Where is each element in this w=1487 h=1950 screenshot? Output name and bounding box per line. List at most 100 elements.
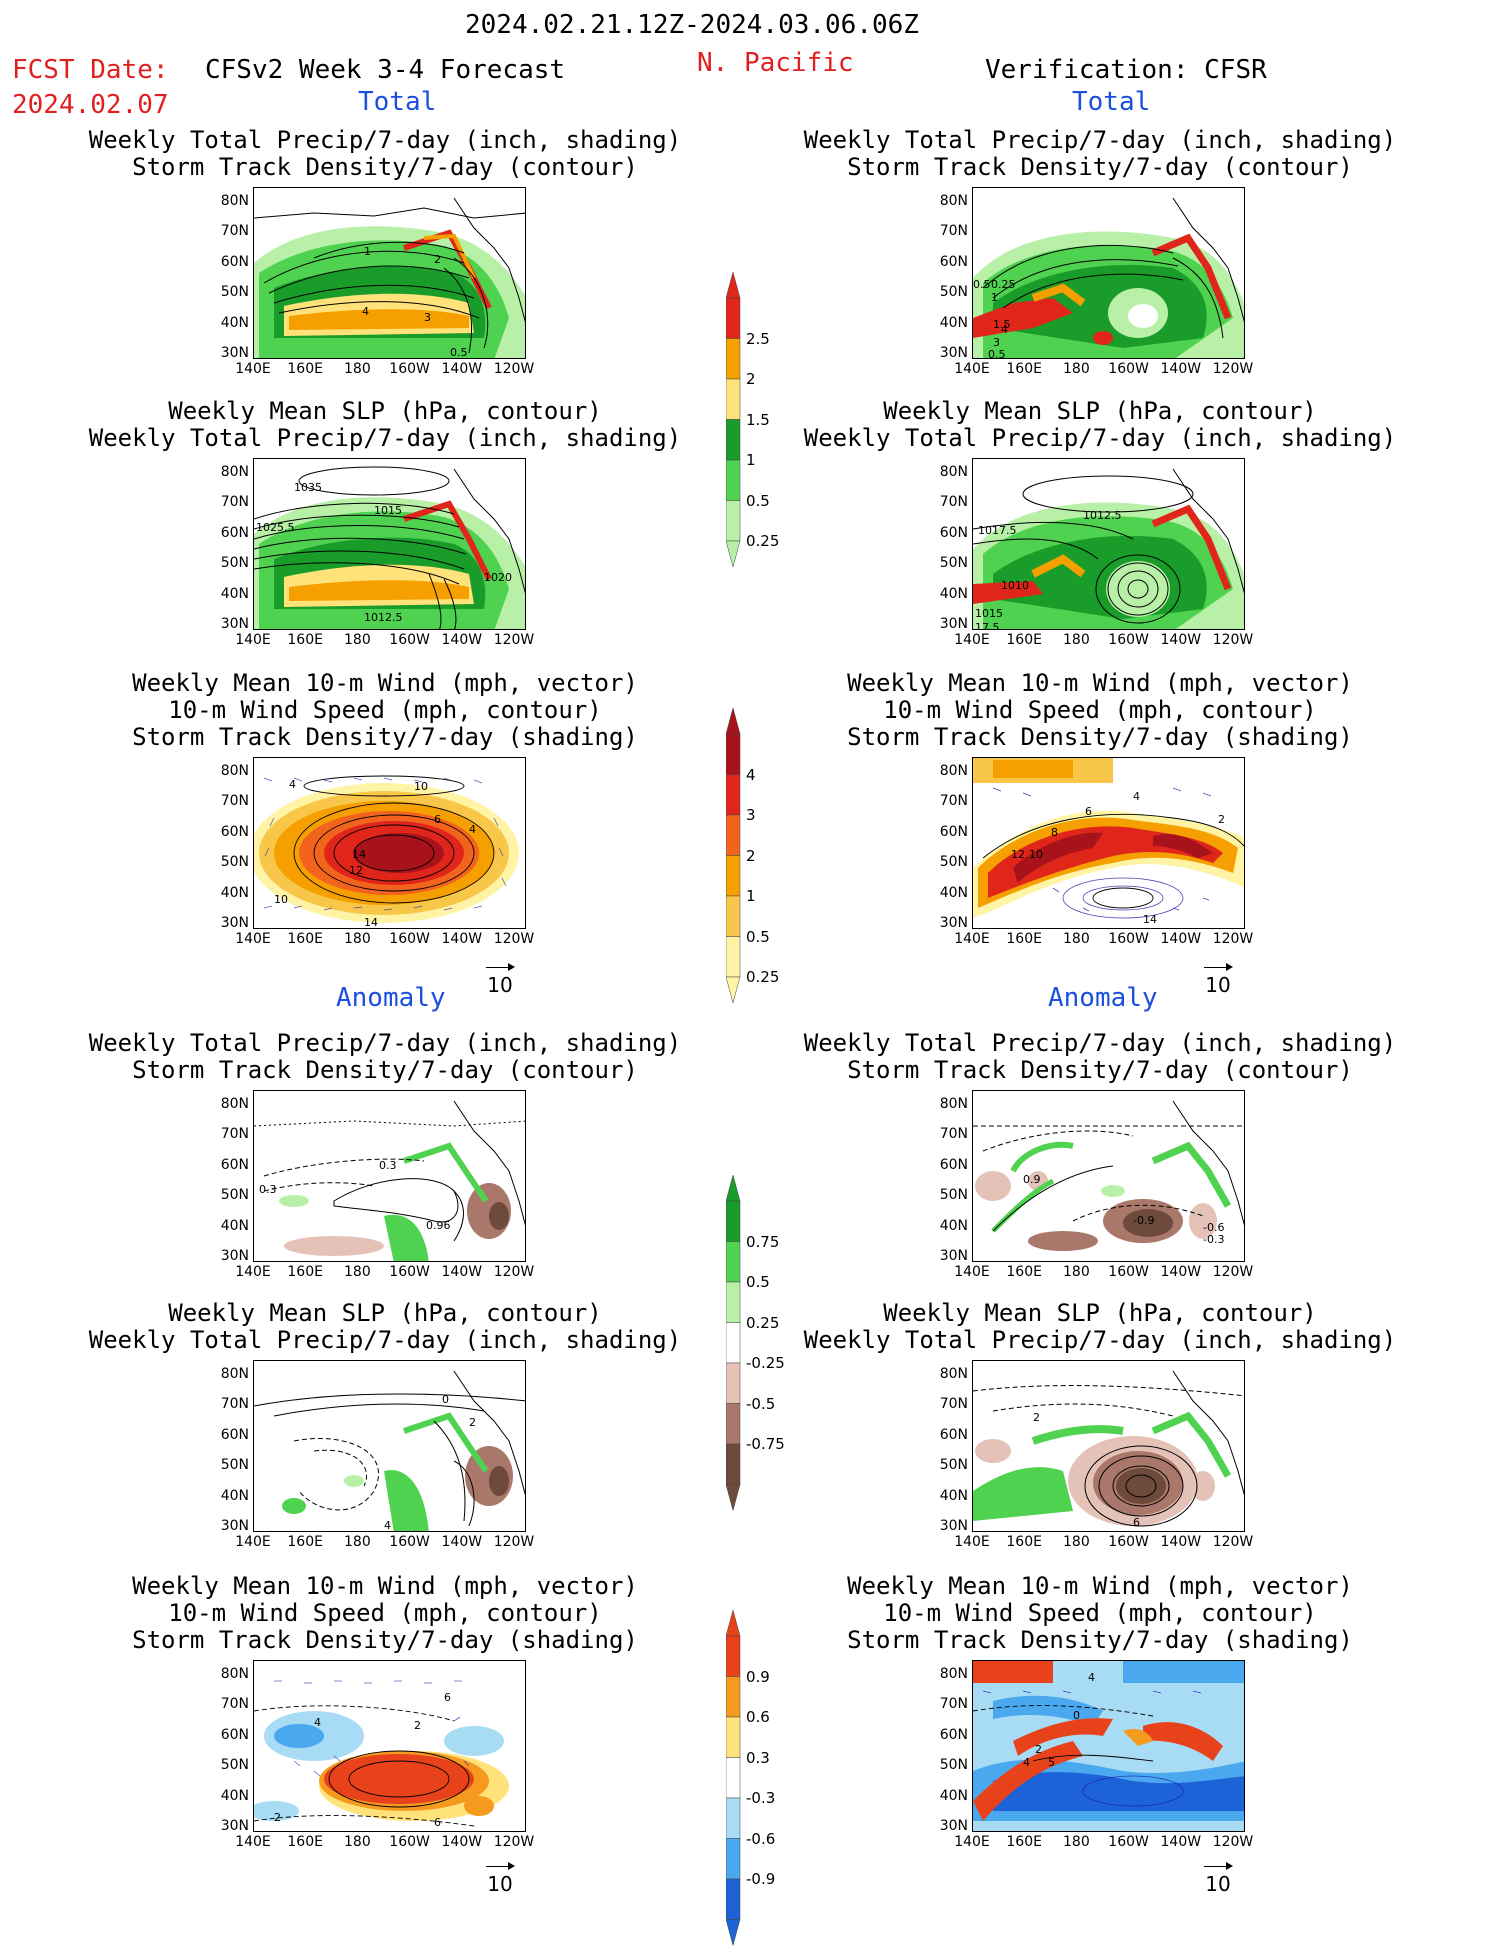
section-anomaly-left: Anomaly (336, 983, 446, 1013)
fcst-label: FCST Date: (12, 55, 169, 85)
lat-tick-label: 70N (220, 494, 249, 511)
colorbar-storm-anom: 0.9 0.6 0.3 -0.3 -0.6 -0.9 (725, 1609, 806, 1950)
lon-tick-label: 160E (1006, 361, 1042, 377)
title-line: Weekly Mean SLP (hPa, contour) (168, 397, 602, 425)
colorbar-segment (725, 895, 741, 937)
section-total-left: Total (358, 87, 437, 117)
lon-tick-label: 140W (441, 361, 483, 377)
lat-tick-label: 80N (939, 763, 968, 779)
lon-tick-label: 160W (389, 931, 430, 947)
lat-tick-label: 30N (220, 616, 249, 632)
colorbar-label: 0.5 (746, 491, 770, 510)
contour-label: 12 (349, 864, 363, 877)
colorbar-segment (725, 297, 741, 339)
contour-label: 4 (1023, 1756, 1030, 1769)
lat-tick-label: 50N (939, 1757, 968, 1774)
colorbar-segment (725, 1241, 741, 1283)
lon-tick-label: 140W (1160, 361, 1202, 377)
contour-label: 1 (991, 291, 998, 304)
title-line: Weekly Mean SLP (hPa, contour) (883, 397, 1317, 425)
title-line: Weekly Mean SLP (hPa, contour) (168, 1299, 602, 1327)
lat-tick-label: 70N (939, 793, 968, 810)
lon-tick-label: 140E (954, 1264, 990, 1280)
map-precip-storm-obs: 0.5 0.25 1 4 3 1.5 0.5 (972, 187, 1245, 359)
title-line: Weekly Total Precip/7-day (inch, shading… (803, 1326, 1397, 1354)
colorbar-segment (725, 459, 741, 501)
colorbar-segment (725, 855, 741, 897)
colorbar-end (725, 976, 741, 1004)
contour-label: 4 (1133, 790, 1140, 803)
vector-reference: 10 (480, 1862, 520, 1896)
colorbar-label: -0.3 (746, 1789, 776, 1807)
panel-title: Weekly Mean 10-m Wind (mph, vector) 10-m … (30, 670, 740, 751)
map-precip-storm-obs-anom: 0.9 -0.9 -0.6 -0.3 (972, 1090, 1245, 1262)
contour-label: 1010 (1001, 579, 1029, 592)
lat-tick-label: 50N (220, 284, 249, 301)
lat-tick-label: 40N (220, 1787, 249, 1804)
contour-label: 1035 (294, 481, 322, 494)
contour-label: 6 (434, 813, 441, 826)
map-wind-storm-obs-anom: 4 0 2 4 5 (972, 1660, 1245, 1832)
contour-label: 0.3 (259, 1183, 277, 1196)
contour-label: 12 (1011, 848, 1025, 861)
lat-tick-label: 60N (220, 1426, 249, 1443)
lat-tick-label: 40N (939, 585, 968, 602)
map-slp-precip-obs: 1012.5 1017.5 1010 1015 17.5 (972, 458, 1245, 630)
colorbar-segment (725, 1757, 741, 1799)
colorbar-label: 0.75 (746, 1232, 780, 1251)
period-title: 2024.02.21.12Z-2024.03.06.06Z (465, 10, 919, 40)
colorbar-label: -0.25 (746, 1354, 785, 1372)
lon-tick-label: 140W (441, 1834, 483, 1850)
lat-tick-label: 80N (939, 1096, 968, 1112)
lon-tick-label: 120W (493, 632, 535, 648)
lat-tick-label: 30N (939, 915, 968, 931)
colorbar-end (725, 1484, 741, 1512)
colorbar-segment (725, 936, 741, 978)
lon-tick-label: 180 (1063, 361, 1090, 377)
colorbar-segment (725, 1322, 741, 1364)
lat-tick-label: 60N (939, 524, 968, 541)
panel-title: Weekly Mean SLP (hPa, contour) Weekly Tot… (745, 398, 1455, 452)
lon-tick-label: 160E (1006, 931, 1042, 947)
title-line: Storm Track Density/7-day (contour) (847, 153, 1353, 181)
contour-label: 1025.5 (256, 521, 295, 534)
contour-label: 2 (1218, 813, 1225, 826)
lat-tick-label: 50N (939, 555, 968, 572)
title-line: Weekly Total Precip/7-day (inch, shading… (88, 424, 682, 452)
colorbar-label: 4 (746, 765, 756, 784)
lon-tick-label: 160W (389, 632, 430, 648)
colorbar-label: 0.25 (746, 1313, 780, 1332)
lat-tick-label: 50N (220, 854, 249, 871)
lat-tick-label: 30N (939, 345, 968, 361)
lon-tick-label: 180 (1063, 1264, 1090, 1280)
lon-tick-label: 140E (235, 1264, 271, 1280)
contour-label: 1012.5 (364, 611, 403, 624)
colorbar-graphic (725, 1609, 741, 1947)
lat-tick-label: 80N (220, 763, 249, 779)
title-line: Storm Track Density/7-day (contour) (132, 1056, 638, 1084)
lon-tick-label: 180 (1063, 1834, 1090, 1850)
lon-tick-label: 120W (493, 1534, 535, 1550)
lat-tick-label: 30N (220, 915, 249, 931)
title-line: Weekly Mean 10-m Wind (mph, vector) (132, 669, 638, 697)
lon-tick-label: 140E (954, 931, 990, 947)
lon-tick-label: 160E (287, 632, 323, 648)
lat-tick-label: 70N (220, 223, 249, 240)
map-slp-precip-fcst-anom: 0 2 4 (253, 1360, 526, 1532)
colorbar-label: 3 (746, 806, 756, 824)
contour-label: 3 (424, 311, 431, 324)
contour-label: 1015 (374, 504, 402, 517)
title-line: Storm Track Density/7-day (shading) (847, 1626, 1353, 1654)
contour-label: -0.6 (1203, 1221, 1224, 1234)
panel-title: Weekly Mean 10-m Wind (mph, vector) 10-m … (30, 1573, 740, 1654)
lat-tick-label: 60N (939, 1156, 968, 1173)
lat-tick-label: 30N (939, 616, 968, 632)
colorbar-label: -0.75 (746, 1435, 785, 1453)
contour-label: 17.5 (975, 621, 1000, 630)
vector-reference: 10 (1198, 963, 1238, 997)
lon-tick-label: 160E (287, 931, 323, 947)
title-line: Weekly Mean 10-m Wind (mph, vector) (847, 1572, 1353, 1600)
colorbar-segment (725, 1443, 741, 1485)
contour-label: 0 (442, 1393, 449, 1406)
lat-tick-label: 80N (220, 1096, 249, 1112)
